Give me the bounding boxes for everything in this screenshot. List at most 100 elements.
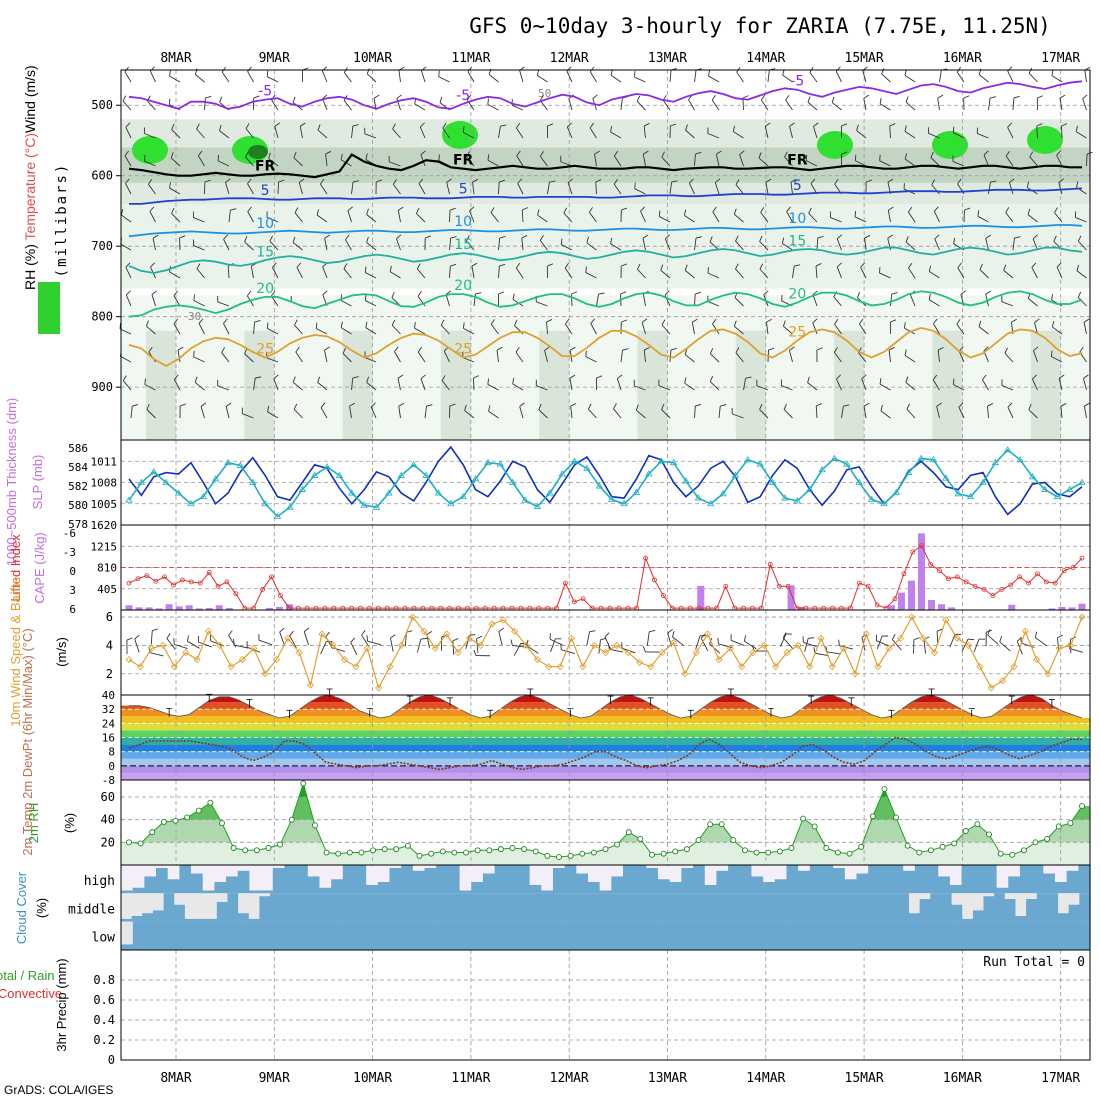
cape-bar [948, 607, 956, 610]
cloud-cell-low [960, 921, 973, 950]
wind-barb [148, 184, 156, 195]
wind-barb [958, 350, 965, 363]
wind-barb-flag [931, 179, 935, 186]
cloud-cell-middle [248, 918, 261, 922]
li-tick-label: 6 [69, 603, 76, 616]
wind-barb-flag [124, 150, 130, 156]
wind-speed-marker [738, 663, 746, 671]
day-label-bottom: 8MAR [160, 1071, 191, 1086]
wind-barb [807, 382, 818, 391]
wind-barb [586, 631, 591, 646]
wind-barb [658, 385, 671, 391]
wind-barb-flag [765, 178, 772, 183]
wind-barb [247, 71, 254, 83]
wind-barb [807, 101, 818, 111]
cloud-cell-low [794, 921, 807, 950]
wind-barb [124, 155, 132, 167]
li-marker [171, 582, 176, 588]
wind-barb [715, 154, 720, 167]
day-label-top: 12MAR [550, 51, 589, 66]
isotherm-label: -5 [456, 88, 470, 104]
wind-barb [449, 265, 451, 279]
wind-barb-flag [684, 348, 688, 355]
cloud-cell-high [868, 865, 881, 894]
wind-speed-marker [1078, 613, 1086, 621]
wind-barb-flag [547, 263, 554, 267]
wind-barb [904, 74, 916, 83]
thickness-marker [422, 471, 430, 478]
wind-barb [662, 99, 671, 111]
rh-marker [602, 846, 609, 853]
cloud-cell-low [877, 921, 890, 950]
wind-barb [634, 188, 646, 195]
wind-barb [660, 269, 671, 279]
wind-barb-flag [416, 263, 421, 269]
wind-barb-flag [289, 630, 294, 636]
cloud-cell-middle [355, 893, 367, 922]
cloud-cell-middle [397, 893, 410, 922]
cloud-cell-low [428, 921, 441, 950]
wind-barb [642, 238, 646, 251]
wind-barb [146, 325, 156, 335]
wind-barb [247, 211, 254, 223]
wind-barb [782, 74, 793, 83]
li-marker [1026, 580, 1031, 586]
wind-barb-flag [783, 403, 787, 410]
wind-barb [961, 638, 969, 652]
cloud-cell-middle [749, 893, 761, 922]
wind-barb-flag [700, 633, 706, 639]
cloud-cell-low [924, 921, 937, 950]
rh-marker [312, 822, 318, 829]
wind-barb-flag [607, 643, 610, 650]
wind-barb-flag [198, 318, 204, 324]
cloud-clear-middle [142, 893, 154, 914]
wind-barb [1077, 297, 1087, 307]
wind-speed-marker [545, 663, 553, 671]
wind-barb [643, 350, 646, 363]
wind-barb [905, 101, 916, 111]
wind-barb-flag [613, 150, 619, 157]
cape-tick-label: 1215 [91, 540, 118, 553]
wind-barb-flag [1036, 123, 1043, 127]
wind-barb-flag [999, 636, 1003, 642]
wind-barb [1012, 238, 1015, 251]
wind-barb-flag [985, 234, 991, 239]
wind-barb [225, 406, 230, 419]
wind-barb [836, 238, 842, 251]
isotherm-6 [128, 326, 1083, 368]
wind-barb-flag [968, 638, 975, 641]
cloud-cell-middle [632, 893, 644, 922]
cloud-cell-low [534, 921, 548, 950]
wind-speed-marker [397, 641, 405, 649]
li-tick-label: -6 [63, 527, 76, 540]
isotherm-label: 5 [793, 178, 802, 194]
wind-barb [225, 182, 230, 195]
li-marker [1079, 555, 1085, 561]
wind-barb [636, 409, 646, 419]
cloud-cell-middle [525, 893, 537, 922]
li-marker [206, 570, 212, 575]
wind-barb-flag [936, 628, 943, 632]
cloud-cell-middle [291, 893, 303, 922]
wind-barb [661, 324, 671, 335]
wind-speed-marker [567, 634, 576, 642]
cloud-clear-high [541, 865, 554, 891]
wind-barb [170, 157, 181, 167]
wind-barb [267, 411, 279, 419]
wind-barb [610, 74, 622, 83]
cloud-cell-low [392, 921, 406, 950]
wind-speed-marker [579, 663, 587, 671]
cloud-clear-middle [248, 893, 261, 919]
cloud-clear-high [1054, 865, 1068, 882]
wind-barb [659, 216, 671, 223]
wind-speed-marker [250, 644, 258, 652]
cloud-cell-high [377, 881, 391, 894]
wind-barb [952, 161, 965, 167]
cloud-cell-middle [238, 913, 250, 922]
rh-marker [800, 815, 807, 822]
thickness-marker [310, 471, 319, 478]
wind-barb [364, 357, 377, 363]
cloud-cell-middle [312, 893, 324, 922]
cloud-clear-high [272, 865, 286, 868]
